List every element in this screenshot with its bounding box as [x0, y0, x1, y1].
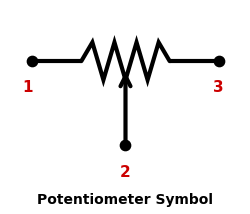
Point — [30, 59, 34, 63]
Text: Potentiometer Symbol: Potentiometer Symbol — [37, 193, 213, 207]
Text: 1: 1 — [22, 80, 32, 95]
Point — [216, 59, 220, 63]
Text: 3: 3 — [212, 80, 223, 95]
Text: 2: 2 — [120, 165, 130, 180]
Point — [123, 143, 127, 146]
